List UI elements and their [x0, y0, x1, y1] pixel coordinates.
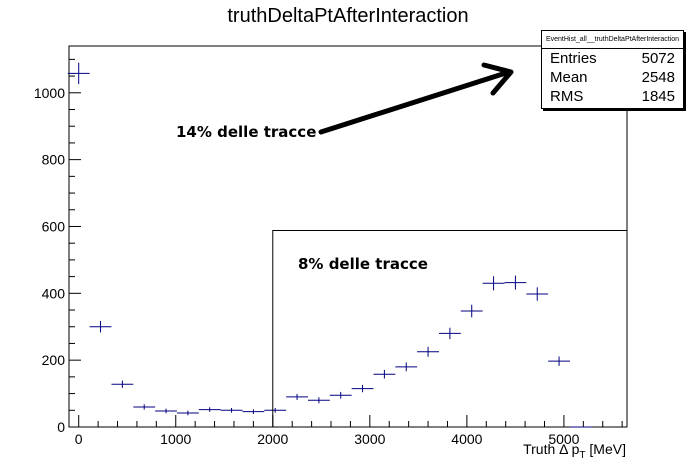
x-tick-label: 3000 — [354, 431, 385, 447]
data-point — [438, 327, 461, 340]
data-point — [286, 393, 308, 400]
data-point — [417, 346, 439, 357]
data-point — [373, 369, 396, 379]
annotation-arrow-head — [481, 62, 514, 96]
data-point — [460, 304, 483, 318]
stats-mean-value: 2548 — [641, 69, 675, 86]
stats-box: EventHist_all__truthDeltaPtAfterInteract… — [541, 30, 684, 109]
x-tick-label: 0 — [75, 431, 83, 447]
data-point — [504, 275, 527, 290]
annotation-arrow-shaft — [318, 69, 512, 135]
stats-histogram-name: EventHist_all__truthDeltaPtAfterInteract… — [542, 31, 683, 49]
data-point — [242, 409, 265, 414]
y-tick-label: 200 — [42, 352, 66, 368]
stats-entries-label: Entries — [550, 50, 597, 67]
y-tick-label: 1000 — [34, 85, 65, 101]
data-point — [176, 410, 199, 416]
data-point — [482, 276, 505, 291]
data-point — [351, 384, 374, 393]
y-tick-label: 800 — [42, 152, 66, 168]
chart-title: truthDeltaPtAfterInteraction — [227, 5, 469, 27]
data-point — [133, 404, 156, 410]
data-point — [395, 362, 418, 372]
data-point — [111, 380, 134, 388]
data-point — [67, 62, 90, 85]
stats-entries-value: 5072 — [641, 50, 675, 67]
data-point — [526, 287, 549, 301]
annotation-arrow-label: 14% delle tracce — [176, 123, 317, 141]
data-point — [264, 407, 287, 413]
data-point — [220, 407, 243, 413]
x-tick-label: 2000 — [257, 431, 288, 447]
data-point — [89, 321, 112, 333]
x-tick-label: 4000 — [451, 431, 482, 447]
annotation-region-box — [272, 229, 627, 427]
x-axis-title-prefix: Truth Δ p — [523, 441, 580, 457]
plot-frame — [68, 45, 628, 428]
y-tick-label: 400 — [42, 285, 66, 301]
stats-mean-row: Mean 2548 — [542, 68, 683, 87]
annotation-box-label: 8% delle tracce — [298, 255, 428, 273]
data-point — [548, 356, 570, 366]
data-point — [329, 391, 352, 399]
x-axis-title-unit: [MeV] — [585, 441, 626, 457]
x-tick-label: 5000 — [548, 431, 579, 447]
x-axis-title-subscript: T — [579, 449, 586, 461]
stats-rms-row: RMS 1845 — [542, 87, 683, 106]
y-tick-label: 600 — [42, 218, 66, 234]
stats-mean-label: Mean — [550, 69, 588, 86]
x-axis-title: Truth Δ pT [MeV] — [523, 441, 626, 461]
stats-entries-row: Entries 5072 — [542, 49, 683, 68]
y-tick-label: 0 — [57, 419, 65, 435]
data-point — [307, 397, 330, 404]
stats-rms-label: RMS — [550, 88, 584, 105]
data-point — [155, 408, 177, 414]
data-point — [198, 407, 221, 412]
x-tick-label: 1000 — [160, 431, 191, 447]
stats-rms-value: 1845 — [641, 88, 675, 105]
